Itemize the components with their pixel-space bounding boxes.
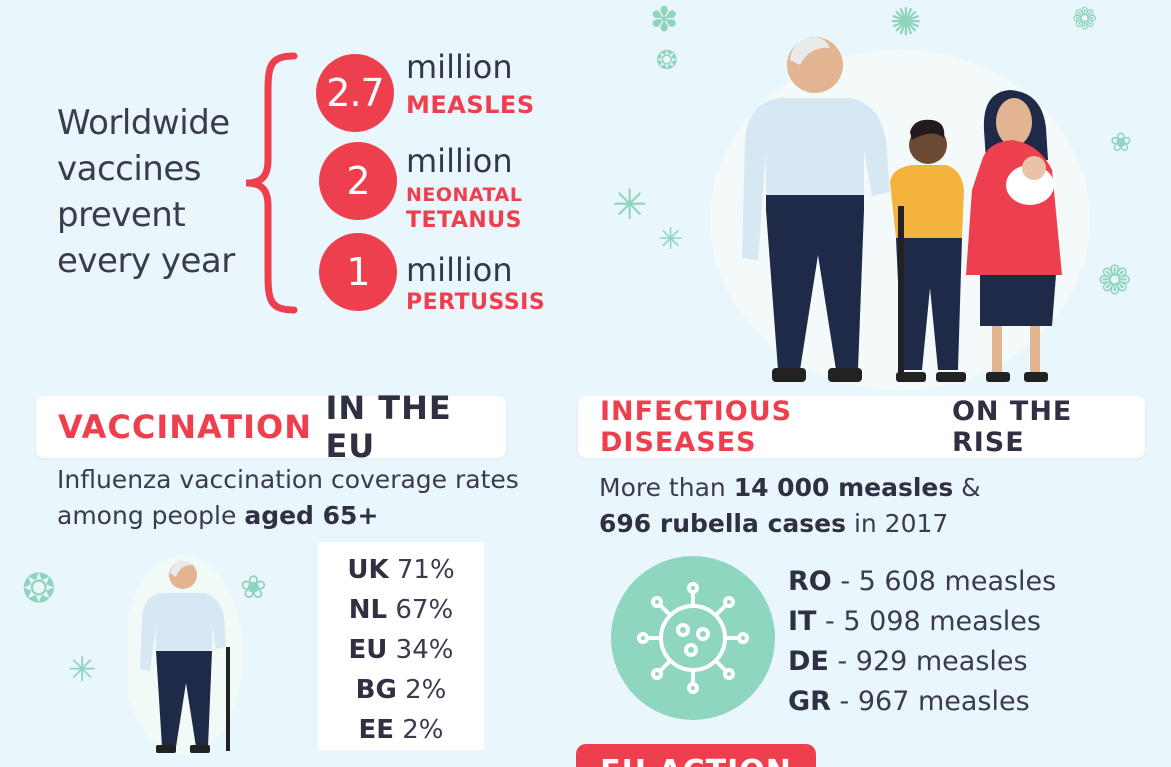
germ-icon: ❂: [656, 46, 678, 76]
coverage-rate: 34%: [395, 635, 454, 665]
stat-number-circle: 2.7: [316, 54, 394, 132]
virus-badge: [611, 556, 775, 720]
coverage-row: UK 71%: [318, 550, 484, 590]
germ-icon: ❂: [22, 566, 56, 612]
coverage-rate: 71%: [396, 555, 455, 585]
worldwide-line: Worldwide: [57, 103, 230, 143]
curly-brace-icon: [245, 52, 298, 314]
germ-icon: ✳: [658, 222, 684, 257]
coverage-table: UK 71% NL 67% EU 34% BG 2% EE 2%: [318, 542, 484, 750]
country-code: NL: [348, 595, 388, 625]
measles-list: RO - 5 608 measles IT - 5 098 measles DE…: [788, 562, 1056, 722]
infectious-title-red: INFECTIOUS DISEASES: [600, 396, 793, 458]
measles-row: IT - 5 098 measles: [788, 602, 1056, 642]
coverage-rate: 67%: [395, 595, 454, 625]
measles-row: DE - 929 measles: [788, 642, 1056, 682]
elderly-man-illustration: [128, 555, 243, 755]
description-bold: 14 000 measles: [733, 473, 954, 502]
measles-count: - 5 098 measles: [816, 606, 1041, 637]
description-text: More than: [599, 473, 734, 502]
coverage-row: EE 2%: [318, 710, 484, 750]
measles-count: - 967 measles: [830, 686, 1030, 717]
germ-icon: ❀: [240, 568, 267, 606]
description-bold: 696 rubella cases: [599, 509, 846, 538]
germ-icon: ✳: [68, 650, 97, 690]
coverage-row: BG 2%: [318, 670, 484, 710]
germ-icon: ✽: [650, 0, 679, 40]
description-line: 696 rubella cases in 2017: [599, 506, 981, 542]
description-text: &: [953, 473, 981, 502]
description-text: among people: [57, 501, 245, 530]
worldwide-line: vaccines: [57, 149, 201, 189]
germ-icon: ✳: [612, 180, 648, 229]
stat-disease: TETANUS: [406, 208, 522, 233]
worldwide-line: prevent: [57, 195, 186, 235]
family-illustration: [710, 37, 1090, 390]
country-code: EU: [348, 635, 388, 665]
description-text: in 2017: [846, 509, 949, 538]
description-line: Influenza vaccination coverage rates: [57, 465, 519, 494]
coverage-rate: 2%: [402, 715, 444, 745]
germ-icon: ❁: [1072, 2, 1098, 37]
country-code: BG: [355, 675, 397, 705]
country-code: GR: [788, 686, 831, 717]
measles-row: RO - 5 608 measles: [788, 562, 1056, 602]
virus-icon: [637, 582, 749, 694]
infectious-description: More than 14 000 measles & 696 rubella c…: [599, 470, 981, 542]
country-code: DE: [788, 646, 829, 677]
eu-action-tab: EU ACTION: [576, 744, 816, 767]
stat-unit: million: [406, 48, 513, 86]
stat-unit: million: [406, 142, 513, 180]
measles-count: - 929 measles: [828, 646, 1028, 677]
coverage-rate: 2%: [405, 675, 447, 705]
stat-disease: PERTUSSIS: [406, 290, 546, 315]
coverage-row: EU 34%: [318, 630, 484, 670]
germ-icon: ❀: [1110, 128, 1132, 158]
country-code: UK: [347, 555, 389, 585]
vaccination-header: VACCINATION IN THE EU: [36, 389, 506, 465]
vaccination-title-red: VACCINATION: [58, 408, 313, 446]
worldwide-statement: Worldwide vaccines prevent every year: [57, 100, 235, 284]
vaccination-description: Influenza vaccination coverage rates amo…: [57, 462, 519, 534]
description-line: More than 14 000 measles &: [599, 470, 981, 506]
coverage-row: NL 67%: [318, 590, 484, 630]
vaccination-title-dark: IN THE EU: [325, 389, 452, 465]
stat-unit: million: [406, 251, 513, 289]
measles-count: - 5 608 measles: [831, 566, 1057, 597]
description-bold: aged 65+: [244, 501, 379, 530]
stat-number-circle: 1: [319, 233, 397, 311]
country-code: RO: [788, 566, 832, 597]
stat-number-circle: 2: [319, 142, 397, 220]
country-code: EE: [358, 715, 394, 745]
stat-disease: MEASLES: [406, 91, 535, 119]
germ-icon: ❁: [1098, 258, 1132, 304]
stat-disease: NEONATAL: [406, 184, 523, 206]
measles-row: GR - 967 measles: [788, 682, 1056, 722]
worldwide-line: every year: [57, 241, 235, 281]
description-line: among people aged 65+: [57, 498, 519, 534]
country-code: IT: [788, 606, 817, 637]
eu-action-label: EU ACTION: [600, 754, 792, 767]
germ-icon: ✺: [890, 0, 922, 44]
infectious-header: INFECTIOUS DISEASES ON THE RISE: [578, 396, 1145, 458]
infectious-title-dark: ON THE RISE: [951, 396, 1073, 458]
